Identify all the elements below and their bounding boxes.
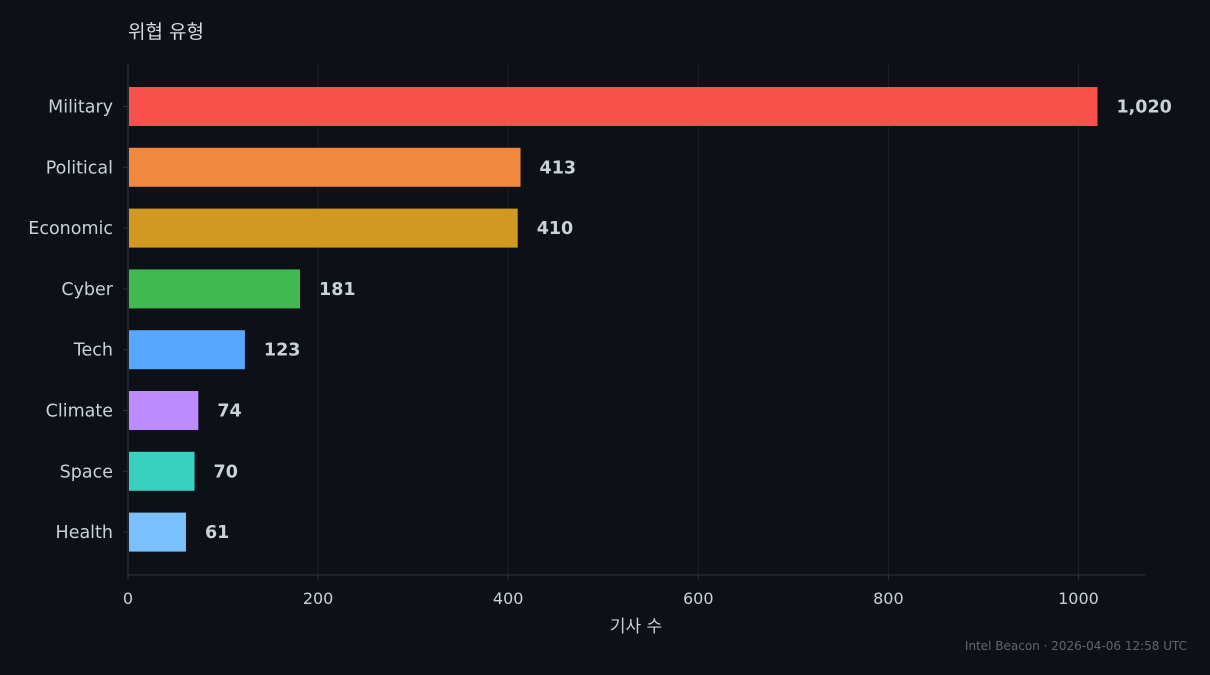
value-label-space: 70 — [214, 462, 238, 482]
bar-health — [129, 512, 186, 552]
x-tick-label: 800 — [873, 589, 904, 608]
value-label-military: 1,020 — [1116, 98, 1171, 118]
value-label-political: 413 — [540, 158, 577, 178]
category-label-political: Political — [46, 158, 113, 178]
x-tick-label: 600 — [683, 589, 714, 608]
x-tick-label: 0 — [123, 589, 133, 608]
bar-tech — [129, 330, 245, 370]
value-label-tech: 123 — [264, 341, 301, 361]
category-label-space: Space — [60, 462, 113, 482]
category-label-climate: Climate — [46, 402, 113, 422]
grid-lines — [317, 64, 1079, 575]
chart-title: 위협 유형 — [128, 21, 204, 43]
bar-cyber — [129, 269, 301, 309]
bar-space — [129, 451, 195, 491]
axes — [123, 64, 1145, 580]
category-label-health: Health — [56, 523, 113, 543]
category-label-military: Military — [48, 98, 113, 118]
value-label-climate: 74 — [217, 402, 241, 422]
bar-military — [129, 87, 1098, 126]
bar-political — [129, 147, 521, 187]
footer-credit: Intel Beacon · 2026-04-06 12:58 UTC — [965, 639, 1187, 653]
value-label-economic: 410 — [537, 219, 574, 239]
x-tick-label: 1000 — [1058, 589, 1099, 608]
x-tick-label: 400 — [493, 589, 524, 608]
bar-climate — [129, 391, 199, 430]
bars — [129, 87, 1098, 552]
x-tick-label: 200 — [303, 589, 334, 608]
category-label-cyber: Cyber — [61, 280, 113, 300]
labels: 0 200 400 600 800 1000 Military 1,020 Political 4… — [28, 98, 1172, 609]
bar-economic — [129, 208, 518, 248]
value-label-health: 61 — [205, 523, 229, 543]
value-label-cyber: 181 — [319, 280, 356, 300]
category-label-economic: Economic — [28, 219, 113, 239]
x-axis-label: 기사 수 — [610, 617, 662, 637]
category-label-tech: Tech — [73, 341, 113, 361]
